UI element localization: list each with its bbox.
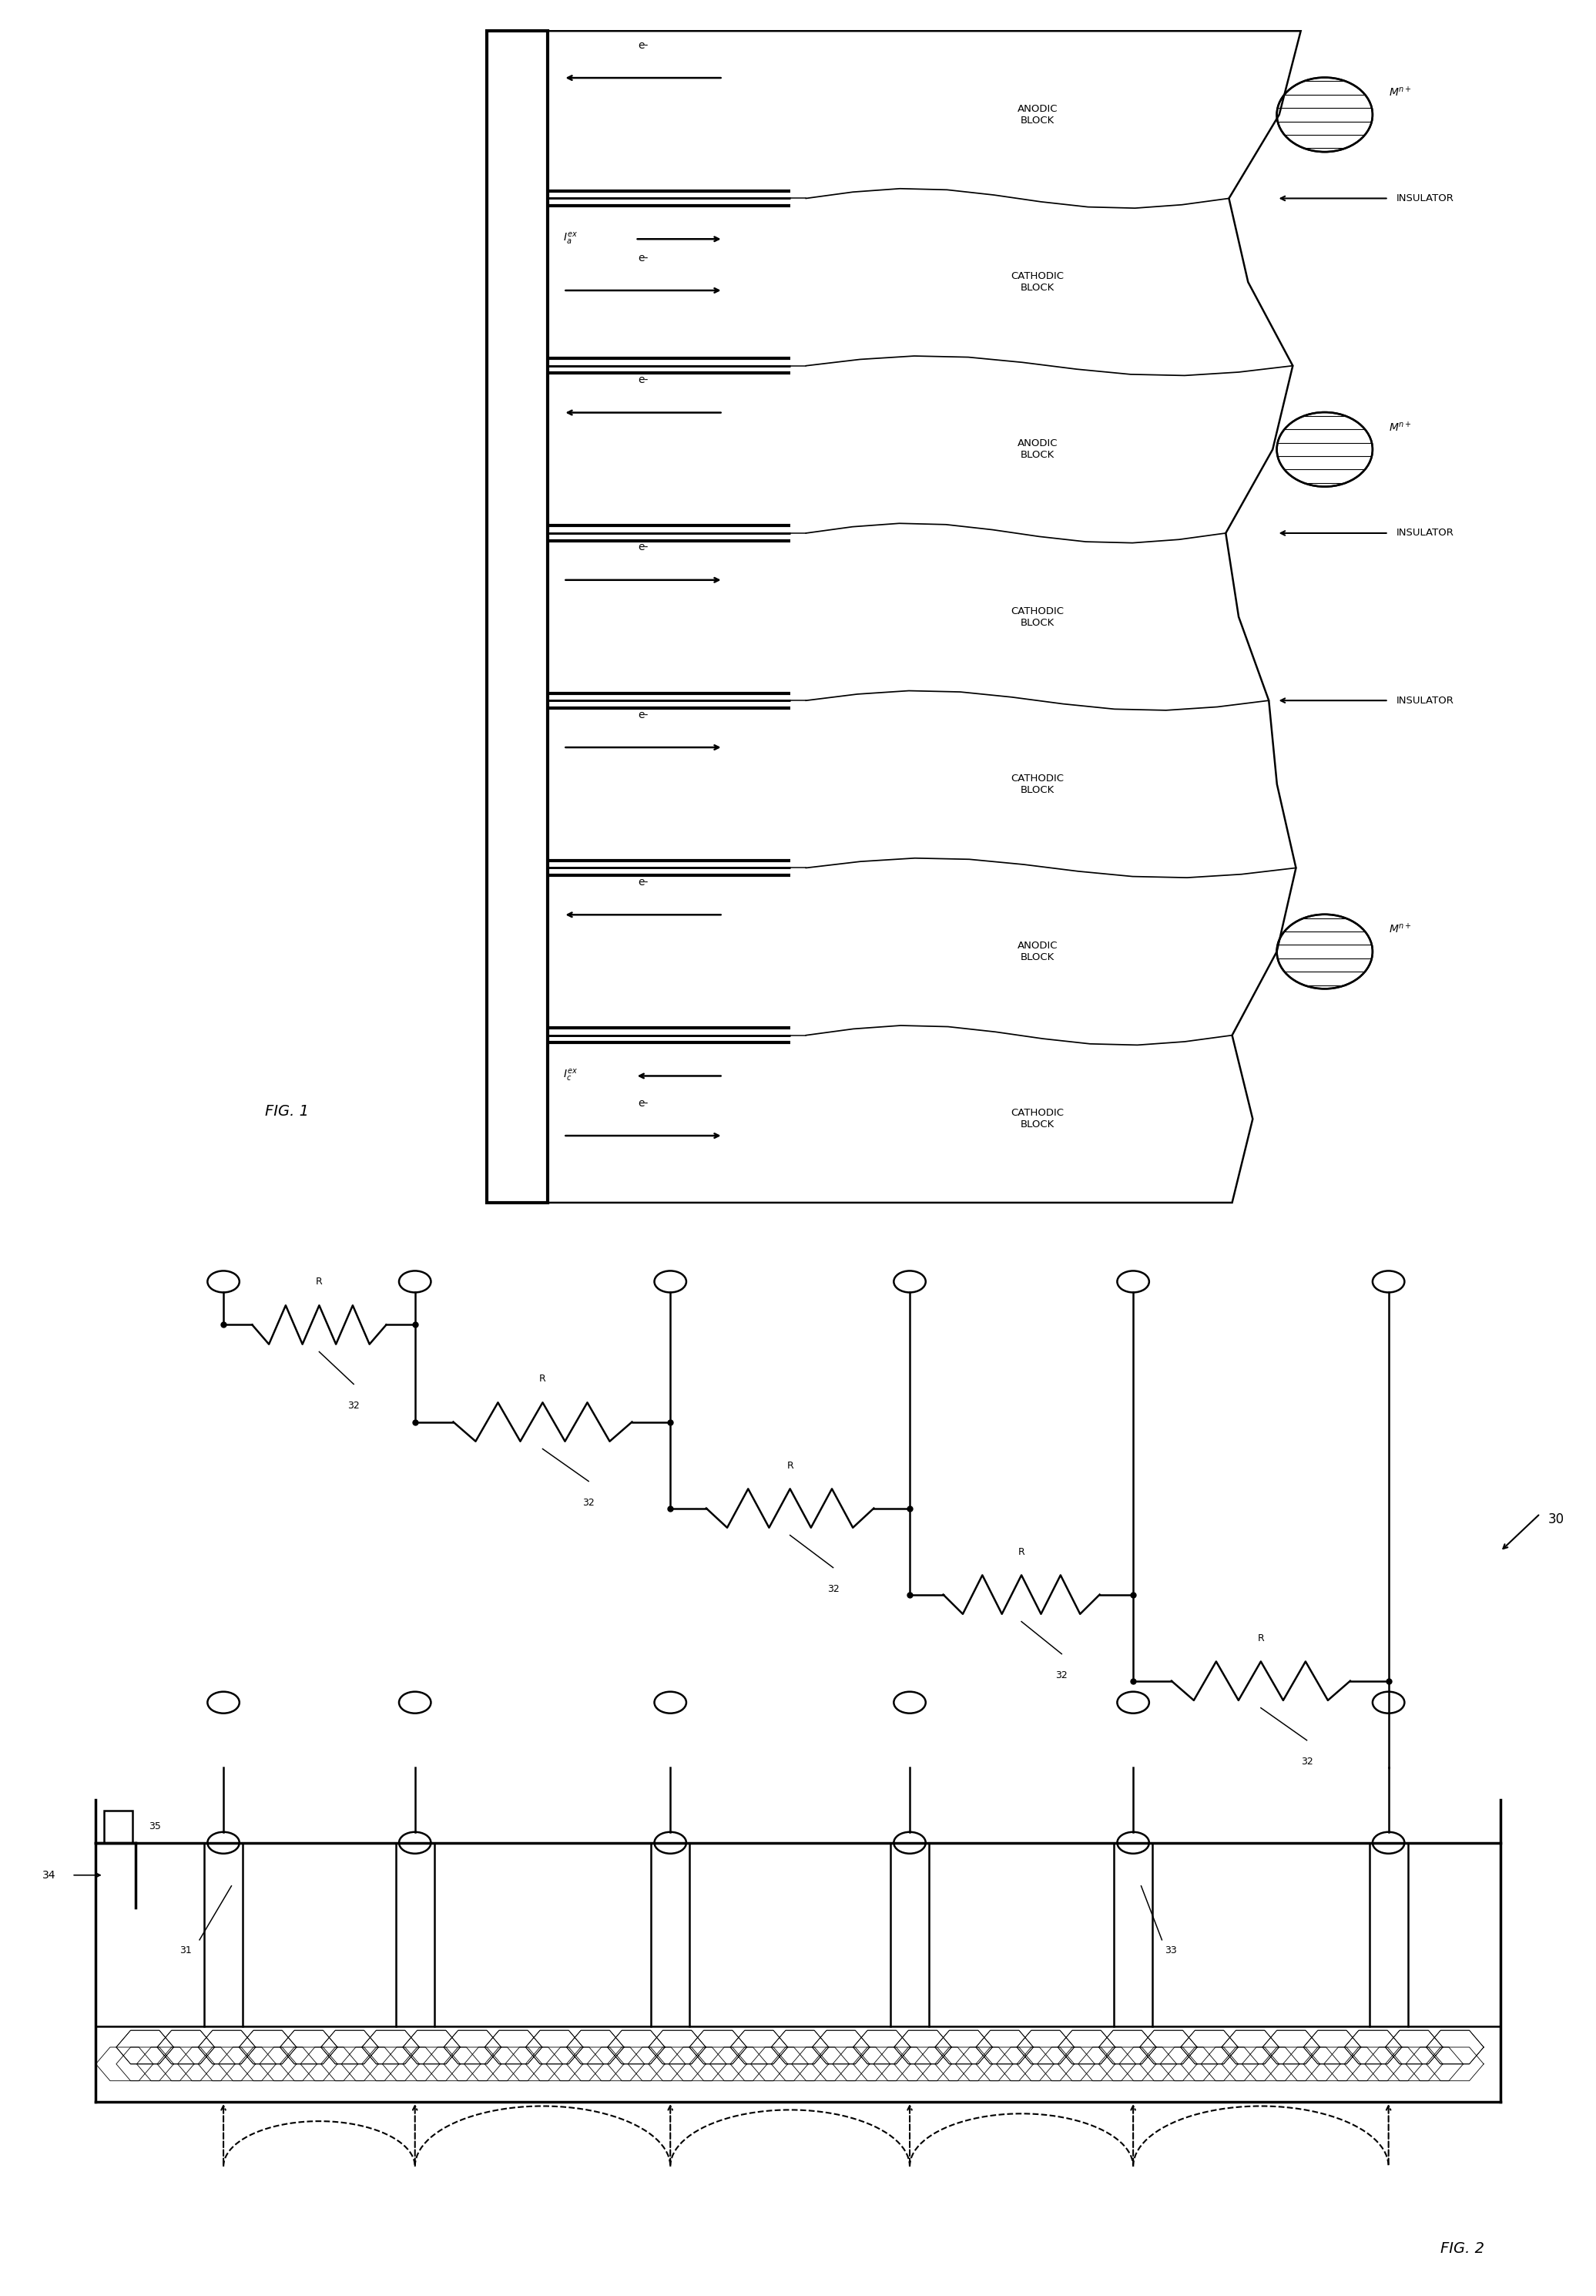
Text: INSULATOR: INSULATOR: [1396, 696, 1454, 705]
Text: 32: 32: [1301, 1756, 1314, 1766]
Text: R: R: [1018, 1548, 1025, 1557]
Text: e-: e-: [638, 253, 648, 264]
Text: $M^{n+}$: $M^{n+}$: [1389, 420, 1411, 434]
Text: FIG. 1: FIG. 1: [265, 1104, 310, 1118]
Polygon shape: [547, 32, 1301, 1203]
Text: R: R: [316, 1277, 322, 1288]
Text: 32: 32: [827, 1584, 839, 1593]
Text: 32: 32: [1055, 1669, 1068, 1681]
Text: INSULATOR: INSULATOR: [1396, 528, 1454, 537]
Text: R: R: [787, 1460, 793, 1469]
Polygon shape: [104, 1812, 132, 1844]
Text: 33: 33: [1165, 1945, 1178, 1956]
Text: e-: e-: [638, 1097, 648, 1109]
Polygon shape: [487, 32, 547, 1203]
Text: $M^{n+}$: $M^{n+}$: [1389, 85, 1411, 99]
Text: 32: 32: [348, 1401, 359, 1410]
Text: e-: e-: [638, 542, 648, 553]
Text: $I_c^{ex}$: $I_c^{ex}$: [563, 1068, 578, 1084]
Text: $I_a^{ex}$: $I_a^{ex}$: [563, 232, 578, 246]
Text: R: R: [1258, 1632, 1264, 1644]
Text: e-: e-: [638, 709, 648, 721]
Text: FIG. 2: FIG. 2: [1440, 2241, 1484, 2257]
Text: 30: 30: [1548, 1513, 1564, 1527]
Text: R: R: [539, 1373, 546, 1384]
Text: $M^{n+}$: $M^{n+}$: [1389, 923, 1411, 937]
Text: CATHODIC
BLOCK: CATHODIC BLOCK: [1010, 271, 1065, 294]
Text: INSULATOR: INSULATOR: [1396, 193, 1454, 204]
Text: CATHODIC
BLOCK: CATHODIC BLOCK: [1010, 774, 1065, 794]
Text: CATHODIC
BLOCK: CATHODIC BLOCK: [1010, 606, 1065, 627]
Text: e-: e-: [638, 877, 648, 889]
Text: 31: 31: [179, 1945, 192, 1956]
Polygon shape: [96, 2027, 1500, 2101]
Text: 35: 35: [148, 1821, 161, 1832]
Text: 32: 32: [583, 1497, 595, 1508]
Text: ANODIC
BLOCK: ANODIC BLOCK: [1017, 941, 1058, 962]
Text: ANODIC
BLOCK: ANODIC BLOCK: [1017, 439, 1058, 459]
Text: CATHODIC
BLOCK: CATHODIC BLOCK: [1010, 1109, 1065, 1130]
Text: 34: 34: [43, 1869, 56, 1880]
Text: e-: e-: [638, 39, 648, 51]
Text: e-: e-: [638, 374, 648, 386]
Text: ANODIC
BLOCK: ANODIC BLOCK: [1017, 103, 1058, 126]
